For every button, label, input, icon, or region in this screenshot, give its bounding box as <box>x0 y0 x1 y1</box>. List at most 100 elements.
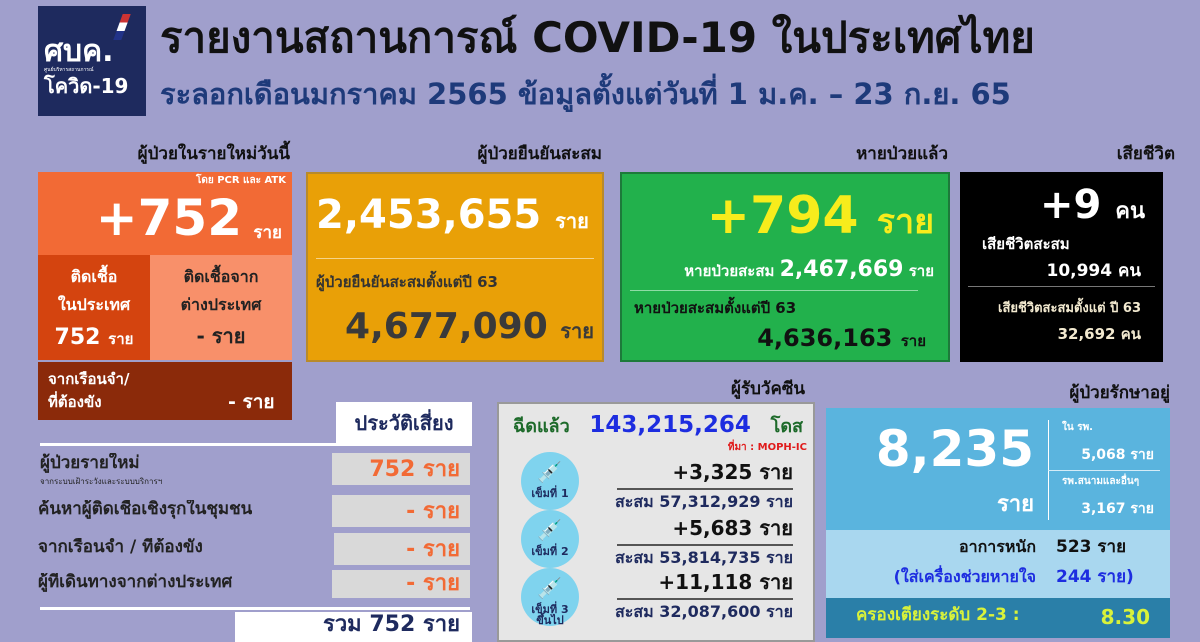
risk-row-value: 752 ราย <box>332 453 470 485</box>
vaccine-label: ผู้รับวัคซีน <box>731 379 805 399</box>
unit: ราย <box>555 209 589 233</box>
field-hospital-value: 3,167 ราย <box>1081 501 1154 517</box>
divider <box>617 598 793 600</box>
dose-cum: สะสม 32,087,600 ราย <box>615 602 793 621</box>
prison-value: - ราย <box>228 391 275 413</box>
dose-daily: +5,683 ราย <box>672 516 793 540</box>
severe-label: อาการหนัก <box>958 537 1036 556</box>
hospital-label: ใน รพ. <box>1062 422 1093 433</box>
logo: ศบค. ศูนย์บริหารสถานการณ์ โควิด-19 <box>38 6 146 116</box>
abroad-card: ติดเชื้อจาก ต่างประเทศ - ราย <box>150 255 292 360</box>
risk-row-label: จากเรือนจำ / ที่ต้องขัง <box>38 538 203 557</box>
dose-name: เข็มที่ 3 ขึ้นไป <box>531 603 569 627</box>
recovered-since-value: 4,636,163 <box>757 324 893 352</box>
vaccine-given-row: ฉีดแล้ว 143,215,264 โดส <box>513 412 803 438</box>
divider <box>968 286 1155 287</box>
divider <box>40 443 336 446</box>
beds-value: 8.30 <box>1100 605 1150 629</box>
ventilator-value: 244 ราย) <box>1056 567 1134 587</box>
risk-row-sublabel: จากระบบเฝ้าระวังและระบบบริการฯ <box>40 477 163 486</box>
dose-daily: +11,118 ราย <box>658 570 793 594</box>
divider <box>1048 470 1160 471</box>
recovered-cum-label: หายป่วยสะสม <box>684 262 775 280</box>
deaths-cum-label: เสียชีวิตสะสม <box>982 235 1070 253</box>
recovered-since-label: หายป่วยสะสมตั้งแต่ปี 63 <box>634 299 797 317</box>
beds-label: ครองเตียงระดับ 2-3 : <box>856 605 1020 625</box>
treatment-value: 8,235 <box>875 420 1034 478</box>
syringe-icon: 💉 <box>537 460 562 484</box>
recovered-label: หายป่วยแล้ว <box>856 144 948 164</box>
unit: ราย <box>908 262 934 280</box>
divider <box>617 488 793 490</box>
unit: ราย <box>876 202 934 242</box>
abroad-value: - <box>196 324 205 348</box>
deaths-label: เสียชีวิต <box>1116 144 1175 164</box>
deaths-since-label: เสียชีวิตสะสมตั้งแต่ ปี 63 <box>998 301 1141 316</box>
method-text: โดย PCR และ ATK <box>195 175 286 186</box>
vaccine-given-value: 143,215,264 <box>589 412 751 438</box>
confirmed-value: 2,453,655 <box>316 192 542 238</box>
confirmed-label: ผู้ป่วยยืนยันสะสม <box>477 144 602 164</box>
deaths-card: +9 คน เสียชีวิตสะสม 10,994 คน เสียชีวิตส… <box>960 172 1163 362</box>
risk-row-value: - ราย <box>332 495 470 527</box>
beds-card: ครองเตียงระดับ 2-3 : 8.30 <box>826 598 1170 638</box>
unit: ราย <box>108 330 134 348</box>
syringe-icon: 💉 <box>537 576 562 600</box>
divider <box>630 290 918 291</box>
risk-row-label: ผู้ป่วยรายใหม่ <box>40 453 140 473</box>
new-cases-value: +752 <box>95 189 242 247</box>
prison-card: จากเรือนจำ/ ที่ต้องขัง - ราย <box>38 362 292 420</box>
unit: ราย <box>996 492 1034 517</box>
logo-sub: ศูนย์บริหารสถานการณ์ <box>44 67 94 73</box>
deaths-value: +9 <box>1039 182 1102 228</box>
divider <box>617 544 793 546</box>
dose-name: เข็มที่ 2 <box>531 545 569 558</box>
dose-name: เข็มที่ 1 <box>531 487 569 500</box>
dose-1-icon: 💉 เข็มที่ 1 <box>521 452 579 510</box>
risk-title: ประวัติเสี่ยง <box>336 402 472 446</box>
unit: ราย <box>253 223 282 243</box>
deaths-since-value: 32,692 คน <box>1057 325 1141 343</box>
confirmed-card: 2,453,655 ราย ผู้ป่วยยืนยันสะสมตั้งแต่ปี… <box>306 172 604 362</box>
ventilator-label: (ใส่เครื่องช่วยหายใจ <box>893 567 1036 586</box>
domestic-label: ติดเชื้อ ในประเทศ <box>57 267 131 314</box>
treatment-card: 8,235 ราย ใน รพ. 5,068 ราย รพ.สนามและอื่… <box>826 408 1170 530</box>
divider <box>316 258 594 259</box>
recovered-cum-value: 2,467,669 <box>779 257 904 282</box>
unit: ราย <box>211 324 246 348</box>
vaccine-card: ฉีดแล้ว 143,215,264 โดส ที่มา : MOPH-IC … <box>497 402 815 642</box>
vaccine-given-label: ฉีดแล้ว <box>513 416 570 437</box>
page-subtitle: ระลอกเดือนมกราคม 2565 ข้อมูลตั้งแต่วันที… <box>160 77 1011 111</box>
unit: โดส <box>770 416 803 437</box>
new-cases-label: ผู้ป่วยในรายใหม่วันนี้ <box>137 144 290 164</box>
confirmed-since-label: ผู้ป่วยยืนยันสะสมตั้งแต่ปี 63 <box>316 273 498 291</box>
recovered-card: +794 ราย หายป่วยสะสม 2,467,669 ราย หายป่… <box>620 172 950 362</box>
logo-covid: โควิด-19 <box>44 73 129 98</box>
dose-cum: สะสม 57,312,929 ราย <box>615 492 793 511</box>
prison-label: จากเรือนจำ/ ที่ต้องขัง <box>48 370 130 411</box>
unit: ราย <box>900 332 926 350</box>
abroad-label: ติดเชื้อจาก ต่างประเทศ <box>180 267 262 314</box>
risk-row-value: - ราย <box>332 570 470 598</box>
syringe-icon: 💉 <box>537 518 562 542</box>
unit: คน <box>1115 199 1145 224</box>
logo-text: ศบค. <box>44 34 114 69</box>
dose-cum: สะสม 53,814,735 ราย <box>615 548 793 567</box>
deaths-cum-value: 10,994 คน <box>1046 261 1141 281</box>
dose-daily: +3,325 ราย <box>672 460 793 484</box>
domestic-value: 752 <box>54 325 101 350</box>
risk-row-label: ผู้ที่เดินทางจากต่างประเทศ <box>38 573 233 592</box>
risk-row-label: ค้นหาผู้ติดเชื้อเชิงรุกในชุมชน <box>38 500 253 519</box>
severe-card: อาการหนัก 523 ราย (ใส่เครื่องช่วยหายใจ 2… <box>826 530 1170 598</box>
source-text: ที่มา : MOPH-IC <box>727 442 807 453</box>
risk-row-value: - ราย <box>334 533 470 565</box>
dose-3-icon: 💉 เข็มที่ 3 ขึ้นไป <box>521 568 579 626</box>
recovered-value: +794 <box>706 186 859 246</box>
page-title: รายงานสถานการณ์ COVID-19 ในประเทศไทย <box>160 13 1035 62</box>
new-cases-card: โดย PCR และ ATK +752 ราย <box>38 172 292 255</box>
divider <box>40 607 470 610</box>
unit: ราย <box>560 319 594 343</box>
treatment-label: ผู้ป่วยรักษาอยู่ <box>1069 383 1170 403</box>
risk-total: รวม 752 ราย <box>235 612 472 642</box>
hospital-value: 5,068 ราย <box>1081 447 1154 463</box>
